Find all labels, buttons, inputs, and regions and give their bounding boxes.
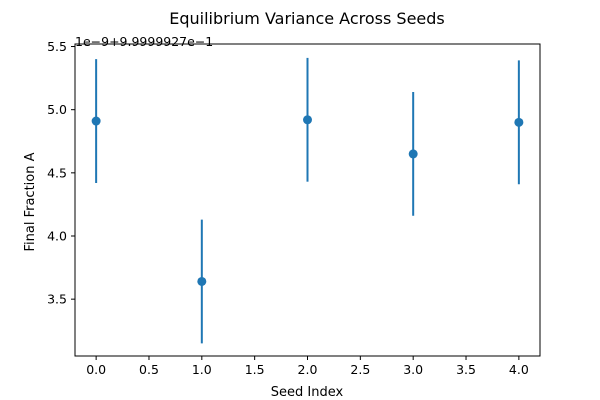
x-tick-label-2: 1.0 (192, 362, 212, 377)
y-axis-offset-text: 1e−9+9.9999927e−1 (75, 34, 213, 49)
data-point-0 (91, 116, 101, 126)
x-tick-label-4: 2.0 (298, 362, 318, 377)
y-axis-label: Final Fraction A (23, 152, 38, 251)
x-tick-label-5: 2.5 (350, 362, 370, 377)
y-tick-label-4: 5.5 (47, 39, 67, 54)
plot-area: 0.0 0.5 1.0 1.5 2.0 2.5 3.0 3.5 4.0 3.5 4.0 4.5 5.0 5… (47, 39, 541, 377)
y-tick-label-2: 4.5 (47, 165, 67, 180)
data-point-4 (514, 117, 524, 127)
y-tick-label-1: 4.0 (47, 229, 67, 244)
chart-title: Equilibrium Variance Across Seeds (169, 9, 445, 28)
data-point-1 (197, 276, 207, 286)
data-point-3 (408, 149, 418, 159)
x-tick-label-7: 3.5 (456, 362, 476, 377)
x-tick-label-3: 1.5 (245, 362, 265, 377)
x-axis-label: Seed Index (271, 385, 344, 400)
y-tick-label-0: 3.5 (47, 292, 67, 307)
x-tick-label-1: 0.5 (139, 362, 159, 377)
y-tick-label-3: 5.0 (47, 102, 67, 117)
x-tick-label-8: 4.0 (509, 362, 529, 377)
x-tick-label-0: 0.0 (86, 362, 106, 377)
x-tick-label-6: 3.0 (403, 362, 423, 377)
data-point-2 (303, 115, 312, 125)
